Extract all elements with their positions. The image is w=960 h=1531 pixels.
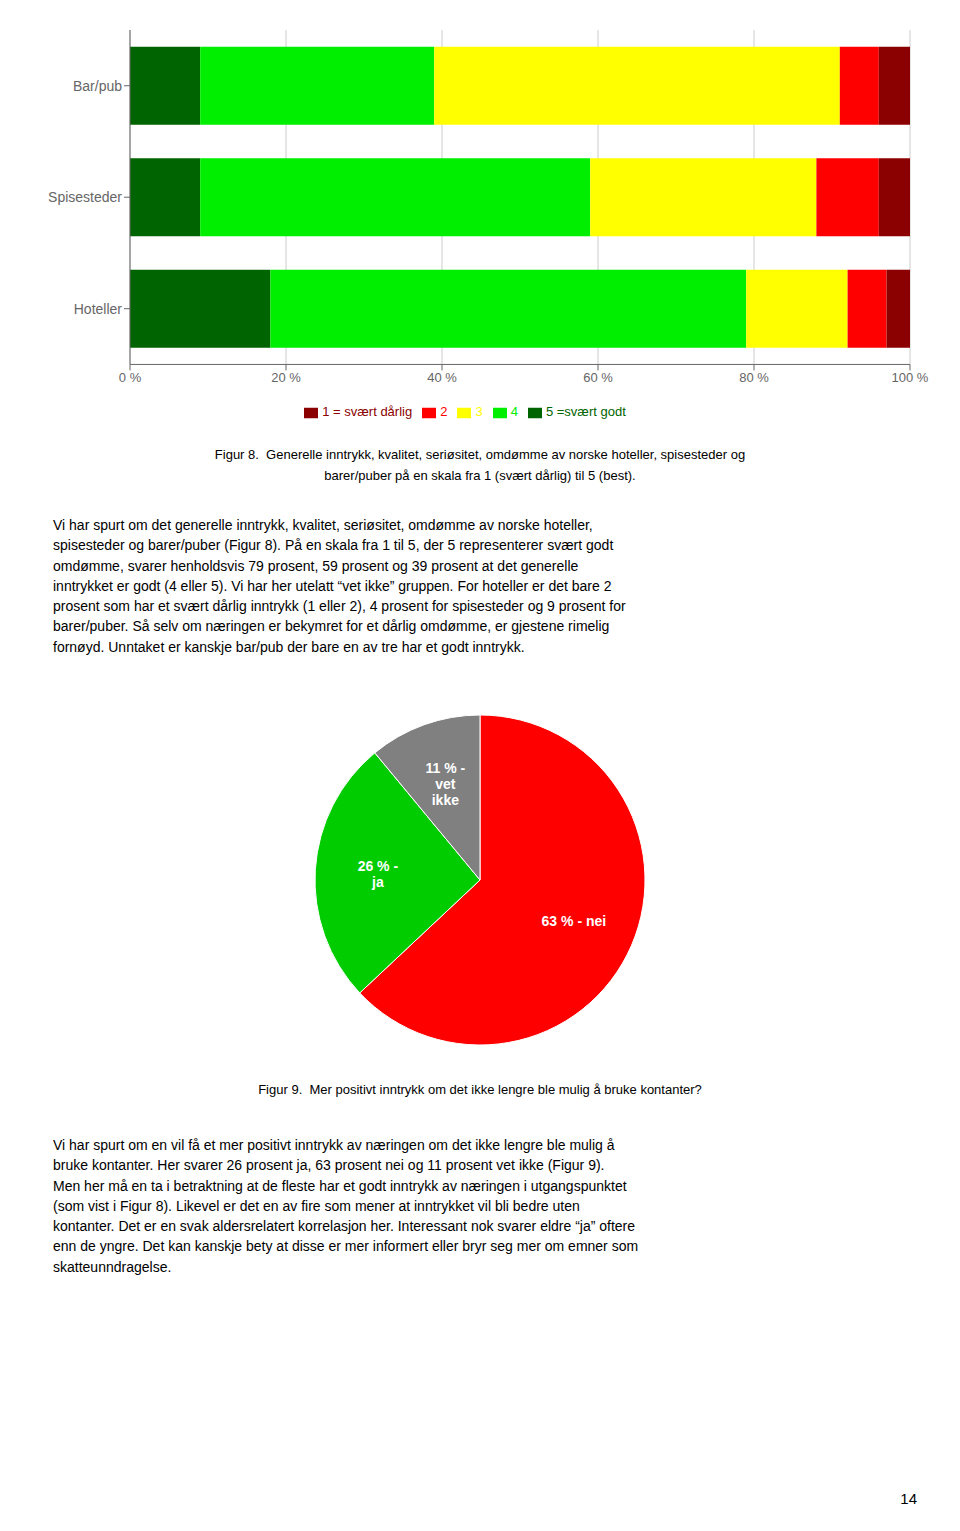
html-text:kontanter. Det er en svak alde: kontanter. Det er en svak aldersrelatert… — [53, 1218, 636, 1235]
svg-text:0 %: 0 % — [119, 370, 142, 385]
svg-text:Bar/pub: Bar/pub — [73, 78, 122, 94]
html-text:enn de yngre. Det kan kanskje: enn de yngre. Det kan kanskje bety at di… — [53, 1238, 639, 1255]
html-text:spisesteder og barer/puber (Fi: spisesteder og barer/puber (Figur 8). På… — [53, 537, 614, 554]
html-text:Vi har spurt om en vil få et m: Vi har spurt om en vil få et mer positiv… — [53, 1137, 615, 1153]
html-text:bruke kontanter. Her svarer 26: bruke kontanter. Her svarer 26 prosent j… — [53, 1157, 605, 1174]
svg-text:26 % -ja: 26 % -ja — [358, 858, 399, 890]
svg-text:11 % -vetikke: 11 % -vetikke — [425, 760, 465, 808]
svg-text:40 %: 40 % — [427, 370, 457, 385]
html-text:2: 2 — [440, 404, 448, 420]
html-text:3: 3 — [475, 404, 483, 420]
svg-text:Spisesteder: Spisesteder — [48, 189, 122, 205]
html-text:14: 14 — [900, 1490, 917, 1507]
svg-text:60 %: 60 % — [583, 370, 613, 385]
html-text:Vi har spurt om det generelle: Vi har spurt om det generelle inntrykk, … — [53, 517, 593, 533]
svg-text:20 %: 20 % — [271, 370, 301, 385]
svg-text:100 %: 100 % — [892, 370, 929, 385]
html-text:Figur 8. Generelle inntrykk, k: Figur 8. Generelle inntrykk, kvalitet, s… — [214, 447, 746, 483]
html-text:5 =svært godt: 5 =svært godt — [545, 404, 626, 420]
html-text:(som vist i Figur 8). Likevel: (som vist i Figur 8). Likevel er det en … — [53, 1197, 580, 1214]
html-text:4: 4 — [510, 404, 518, 420]
svg-text:Hoteller: Hoteller — [74, 301, 123, 317]
html-text:fornøyd. Unntaket er kanskje b: fornøyd. Unntaket er kanskje bar/pub der… — [53, 638, 525, 655]
svg-text:80 %: 80 % — [739, 370, 769, 385]
svg-text:63 % - nei: 63 % - nei — [542, 913, 607, 929]
html-text:barer/puber. Så selv om næring: barer/puber. Så selv om næringen er beky… — [53, 618, 610, 635]
html-text:inntrykket er godt (4 eller 5): inntrykket er godt (4 eller 5). Vi har h… — [53, 577, 612, 594]
html-text:Men her må en ta i betraktning: Men her må en ta i betraktning at de fle… — [53, 1177, 627, 1194]
html-text:prosent som har et svært dårli: prosent som har et svært dårlig inntrykk… — [53, 598, 626, 615]
html-text:omdømme, svarer henholdsvis 79: omdømme, svarer henholdsvis 79 prosent, … — [53, 557, 579, 574]
html-text:Figur 9. Mer positivt inntrykk: Figur 9. Mer positivt inntrykk om det ik… — [258, 1082, 702, 1097]
html-text:skatteunndragelse.: skatteunndragelse. — [53, 1258, 172, 1275]
html-text:1 = svært dårlig: 1 = svært dårlig — [322, 404, 413, 420]
